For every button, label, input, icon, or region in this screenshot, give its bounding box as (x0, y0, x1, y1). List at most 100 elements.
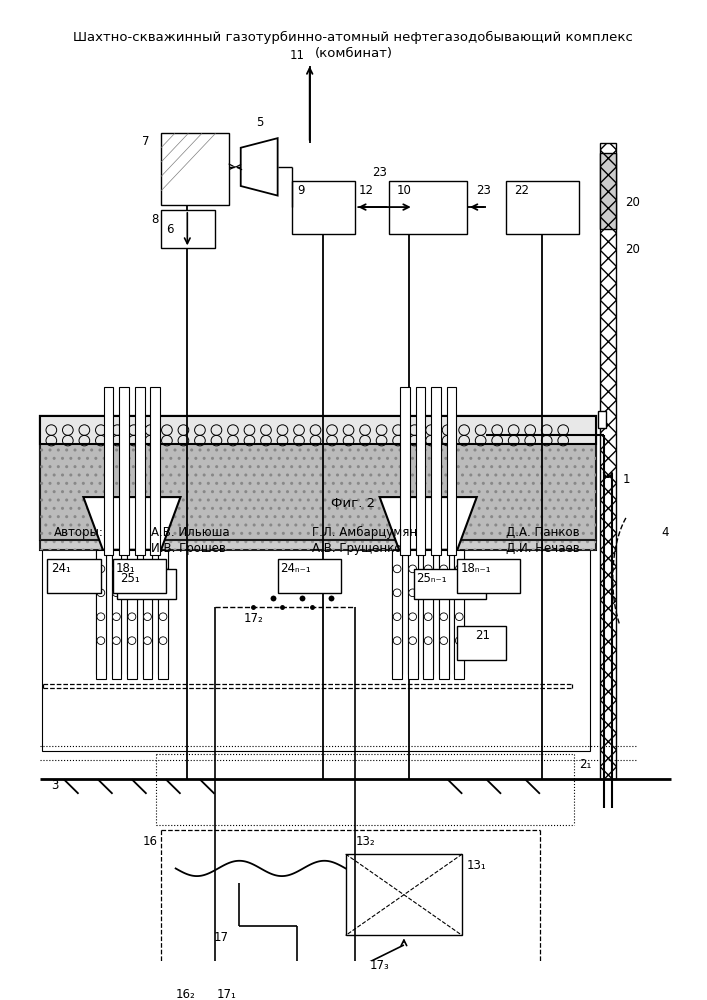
Circle shape (97, 637, 105, 644)
Circle shape (97, 613, 105, 621)
Circle shape (409, 589, 416, 597)
Text: 5: 5 (257, 116, 264, 129)
Bar (40, 416, 596, 540)
Text: 11: 11 (290, 49, 305, 62)
Bar (416, 387, 426, 555)
Text: 20: 20 (626, 243, 641, 256)
Text: 2₁: 2₁ (579, 758, 591, 771)
Circle shape (393, 613, 401, 621)
Bar (40, 416, 596, 540)
Bar (431, 387, 441, 555)
Circle shape (97, 589, 105, 597)
Bar (96, 550, 106, 674)
Bar (117, 569, 175, 599)
Circle shape (440, 613, 448, 621)
Circle shape (112, 565, 120, 573)
Text: 10: 10 (397, 184, 412, 197)
Text: 12: 12 (358, 184, 373, 197)
Text: 24ₙ₋₁: 24ₙ₋₁ (281, 562, 311, 575)
Bar (414, 569, 486, 599)
Bar (600, 143, 616, 779)
Text: 8: 8 (151, 213, 158, 226)
Text: Д.А. Панков: Д.А. Панков (506, 526, 580, 539)
Text: 17: 17 (214, 931, 229, 944)
Bar (127, 550, 136, 679)
Circle shape (144, 613, 151, 621)
Circle shape (455, 565, 463, 573)
Text: 21: 21 (475, 629, 490, 642)
Circle shape (128, 589, 136, 597)
Bar (390, 181, 467, 234)
Bar (40, 416, 596, 550)
Bar (135, 387, 144, 555)
Bar (104, 387, 114, 555)
Bar (161, 133, 229, 205)
Bar (278, 559, 341, 593)
Bar (158, 550, 168, 674)
Text: А.В. Грущенко: А.В. Грущенко (312, 542, 401, 555)
Circle shape (144, 589, 151, 597)
Polygon shape (240, 138, 278, 196)
Bar (161, 210, 214, 248)
Text: Шахтно-скважинный газотурбинно-атомный нефтегазодобывающий комплекс: Шахтно-скважинный газотурбинно-атомный н… (74, 31, 633, 44)
Polygon shape (380, 497, 477, 550)
Bar (423, 550, 433, 674)
Circle shape (393, 589, 401, 597)
Circle shape (128, 637, 136, 644)
Bar (439, 550, 448, 679)
Text: 6: 6 (166, 223, 173, 236)
Bar (439, 550, 448, 674)
Circle shape (393, 637, 401, 644)
Circle shape (409, 637, 416, 644)
Bar (457, 559, 520, 593)
Text: 23: 23 (477, 184, 491, 197)
Circle shape (440, 589, 448, 597)
Bar (455, 550, 464, 679)
Circle shape (159, 565, 167, 573)
Text: 16: 16 (144, 835, 158, 848)
Bar (151, 387, 160, 555)
Bar (127, 550, 136, 674)
Circle shape (409, 613, 416, 621)
Bar (408, 550, 418, 674)
Bar (143, 550, 152, 674)
Circle shape (455, 589, 463, 597)
Bar (143, 550, 152, 679)
Bar (423, 550, 433, 679)
Text: 4: 4 (661, 526, 669, 539)
Bar (112, 550, 122, 674)
Bar (346, 854, 462, 935)
Circle shape (424, 637, 432, 644)
Text: (комбинат): (комбинат) (315, 47, 392, 60)
Bar (598, 411, 606, 428)
Text: Авторы:: Авторы: (54, 526, 104, 539)
Text: Фиг. 2: Фиг. 2 (332, 497, 375, 510)
Circle shape (424, 589, 432, 597)
Bar (112, 550, 122, 679)
Text: 13₂: 13₂ (356, 835, 375, 848)
Text: 24₁: 24₁ (52, 562, 71, 575)
Bar (506, 181, 579, 234)
Circle shape (440, 565, 448, 573)
Text: 25ₙ₋₁: 25ₙ₋₁ (416, 572, 447, 585)
Bar (96, 550, 106, 679)
Bar (112, 559, 166, 593)
Text: Д.И. Нечаев: Д.И. Нечаев (506, 542, 580, 555)
Bar (42, 545, 590, 751)
Text: А.В. Ильюша: А.В. Ильюша (151, 526, 230, 539)
Circle shape (424, 565, 432, 573)
Text: И.В. Грошев: И.В. Грошев (151, 542, 226, 555)
Bar (457, 626, 506, 660)
Circle shape (112, 637, 120, 644)
Circle shape (409, 565, 416, 573)
Circle shape (128, 565, 136, 573)
Text: 18ₙ₋₁: 18ₙ₋₁ (460, 562, 491, 575)
Bar (455, 550, 464, 674)
Text: 22: 22 (514, 184, 529, 197)
Text: 17₃: 17₃ (370, 959, 390, 972)
Circle shape (455, 637, 463, 644)
Bar (408, 550, 418, 679)
Bar (600, 153, 616, 229)
Text: 23: 23 (373, 166, 387, 179)
Circle shape (159, 589, 167, 597)
